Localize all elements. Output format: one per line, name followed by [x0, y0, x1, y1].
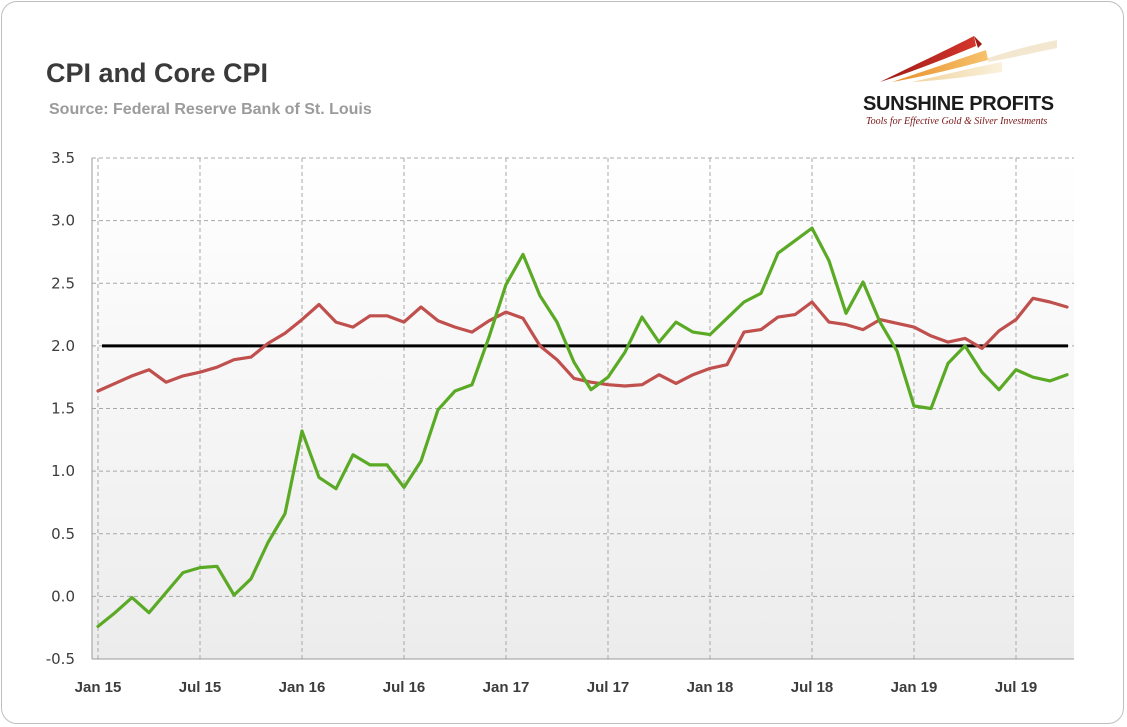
logo-name: SUNSHINE PROFITS	[863, 93, 1054, 115]
x-tick-label: Jul 19	[995, 679, 1038, 696]
x-tick-label: Jul 18	[791, 679, 834, 696]
chart-subtitle: Source: Federal Reserve Bank of St. Loui…	[49, 101, 372, 118]
y-tick-label: 3.0	[51, 212, 75, 230]
x-tick-label: Jan 18	[687, 679, 734, 696]
x-tick-label: Jan 17	[483, 679, 530, 696]
y-tick-label: 2.0	[51, 337, 75, 355]
y-tick-label: 2.5	[51, 274, 75, 292]
sunshine-profits-logo: SUNSHINE PROFITS Tools for Effective Gol…	[852, 22, 1122, 138]
series-line-green	[96, 226, 1069, 629]
series-line-red	[96, 296, 1069, 393]
chart-title: CPI and Core CPI	[46, 58, 269, 88]
y-tick-label: 3.5	[51, 149, 75, 167]
x-tick-label: Jul 17	[587, 679, 630, 696]
logo-tagline: Tools for Effective Gold & Silver Invest…	[866, 116, 1048, 127]
y-tick-label: -0.5	[46, 650, 75, 668]
swoosh-logo-icon	[880, 36, 1057, 82]
y-tick-label: 0.5	[51, 525, 75, 543]
x-tick-label: Jul 16	[383, 679, 426, 696]
x-tick-label: Jan 15	[75, 679, 122, 696]
y-tick-label: 0.0	[51, 587, 75, 605]
y-tick-label: 1.0	[51, 462, 75, 480]
y-tick-label: 1.5	[51, 400, 75, 418]
x-tick-label: Jan 16	[279, 679, 326, 696]
x-tick-label: Jul 15	[179, 679, 222, 696]
x-tick-label: Jan 19	[891, 679, 938, 696]
